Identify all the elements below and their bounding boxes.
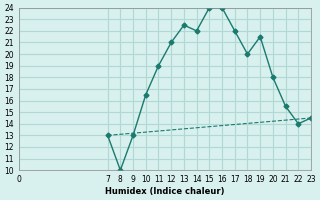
X-axis label: Humidex (Indice chaleur): Humidex (Indice chaleur) [105, 187, 225, 196]
